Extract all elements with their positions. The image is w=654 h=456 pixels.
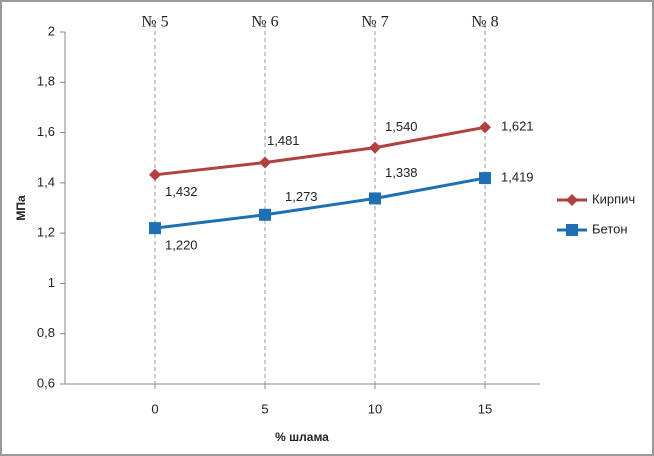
- x-tick-label: 10: [368, 401, 382, 416]
- data-label: 1,338: [385, 165, 418, 180]
- y-tick-label: 1,2: [37, 225, 55, 240]
- x-tick-label: 5: [261, 401, 268, 416]
- series-line: [154, 125, 486, 177]
- point: [479, 172, 491, 185]
- data-label: 1,273: [285, 189, 318, 204]
- top-label: № 5: [141, 14, 168, 31]
- data-label: 1,621: [501, 119, 534, 134]
- series-line: [154, 176, 486, 230]
- y-tick-label: 0,6: [37, 375, 55, 390]
- x-tick-label: 0: [151, 401, 158, 416]
- point: [149, 168, 161, 181]
- point: [369, 192, 381, 205]
- point: [259, 208, 271, 221]
- y-tick-label: 2: [48, 23, 55, 38]
- y-axis-title: МПа: [14, 195, 28, 221]
- point: [479, 121, 491, 134]
- y-tick-label: 1,8: [37, 74, 55, 89]
- data-label: 1,540: [385, 119, 418, 134]
- y-tick-label: 1: [48, 275, 55, 290]
- top-label: № 7: [361, 14, 388, 31]
- y-tick-label: 1,4: [37, 174, 55, 189]
- data-label: 1,419: [501, 170, 534, 185]
- data-label: 1,481: [267, 133, 300, 148]
- top-label: № 8: [471, 14, 498, 31]
- point: [369, 141, 381, 154]
- legend-label: Кирпич: [592, 191, 635, 206]
- data-label: 1,220: [165, 238, 198, 253]
- y-tick-label: 1,6: [37, 124, 55, 139]
- data-label: 1,432: [165, 184, 198, 199]
- point: [149, 222, 161, 235]
- legend-marker: [566, 224, 578, 236]
- point: [259, 156, 271, 169]
- x-axis-title: % шлама: [275, 430, 329, 444]
- top-label: № 6: [251, 14, 278, 31]
- y-tick-label: 0,8: [37, 325, 55, 340]
- legend-label: Бетон: [592, 221, 628, 236]
- legend-marker: [566, 194, 578, 206]
- x-tick-label: 15: [478, 401, 492, 416]
